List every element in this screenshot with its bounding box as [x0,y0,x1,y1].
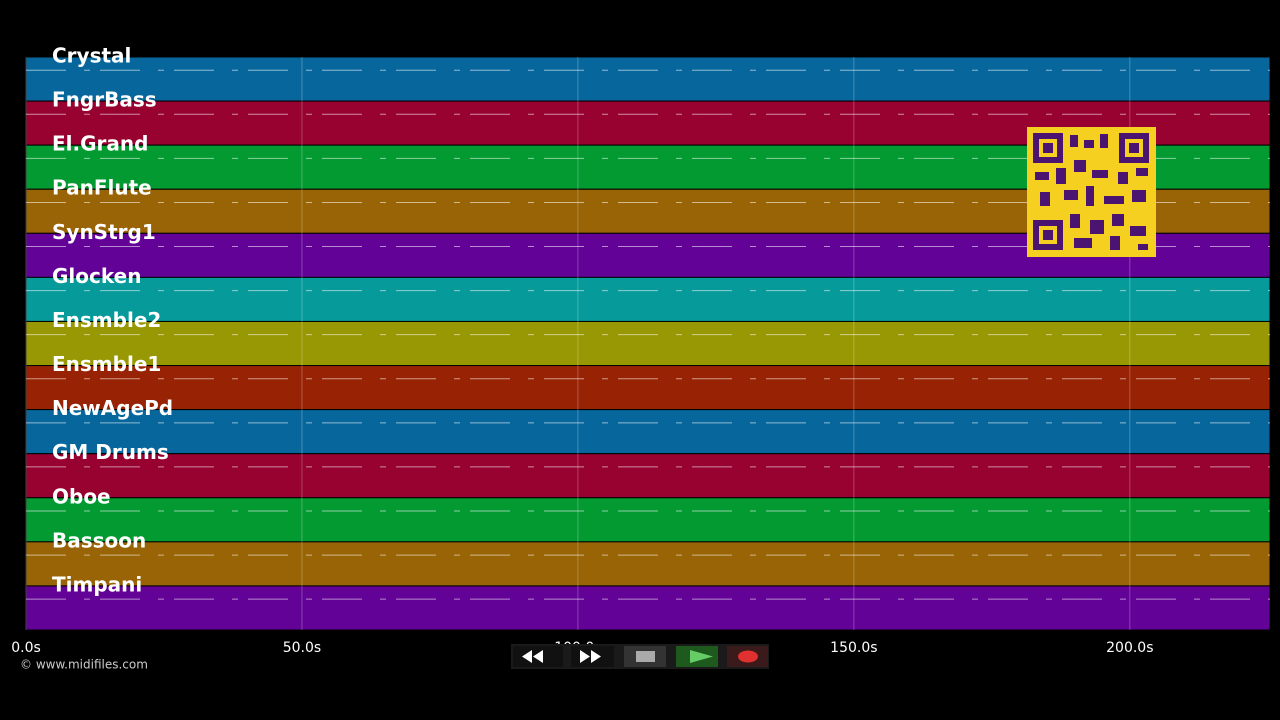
time-tick-label: 50.0s [283,640,321,656]
track-name: NewAgePd [52,396,173,420]
track-name: Oboe [52,484,111,508]
track-name: Ensmble2 [52,308,161,332]
playback-controls [511,644,769,669]
record-button[interactable] [727,646,768,667]
track-lane [25,497,1271,543]
time-tick-label: 200.0s [1106,640,1153,656]
track-name: SynStrg1 [52,220,156,244]
track-name: GM Drums [52,440,169,464]
qr-code [1027,127,1156,257]
time-tick-label: 150.0s [830,640,877,656]
track-name: FngrBass [52,88,157,112]
track-lane [25,56,1271,102]
rewind-button[interactable] [513,646,563,667]
track-name: Ensmble1 [52,352,161,376]
track-lane [25,320,1271,367]
stop-button[interactable] [624,646,666,667]
track-lane [25,541,1271,587]
track-lane [25,453,1271,499]
time-tick-label: 0.0s [11,640,41,656]
track-labels: Crystal FngrBass El.Grand PanFlute SynStrg1 G… [52,44,173,597]
grid [25,57,1131,630]
play-button[interactable] [676,646,718,667]
track-lane [25,409,1271,455]
track-name: El.Grand [52,132,148,156]
track-name: Crystal [52,44,131,68]
credit: © www.midifiles.com [20,658,148,672]
forward-button[interactable] [571,646,614,667]
track-lane [25,585,1271,631]
track-name: Timpani [52,572,142,596]
track-lane [25,365,1271,411]
track-name: PanFlute [52,176,152,200]
track-lane [25,276,1271,322]
track-name: Bassoon [52,528,146,552]
track-name: Glocken [52,264,141,288]
